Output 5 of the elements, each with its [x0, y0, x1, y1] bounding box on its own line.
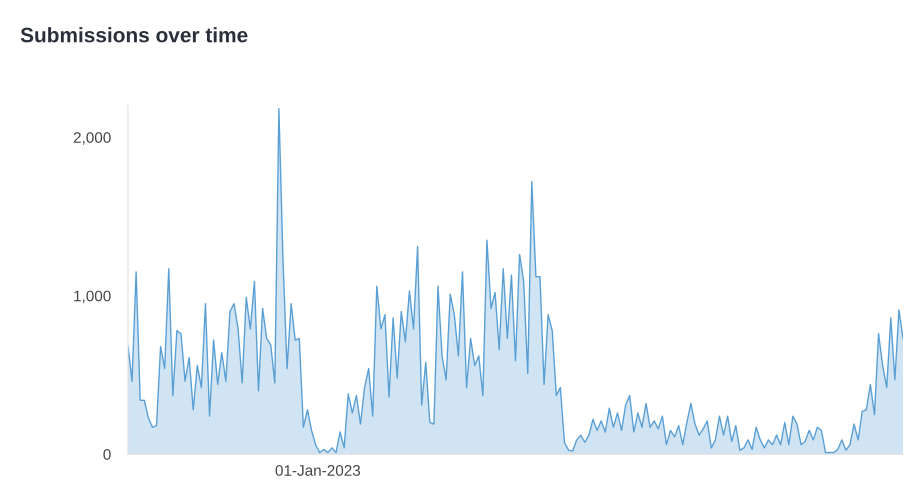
y-tick-label: 1,000 — [74, 290, 111, 304]
chart-title: Submissions over time — [20, 27, 248, 42]
y-tick-label: 0 — [103, 449, 111, 460]
y-tick-label: 2,000 — [74, 132, 111, 145]
text: 01-Jan-2023 — [276, 465, 360, 476]
